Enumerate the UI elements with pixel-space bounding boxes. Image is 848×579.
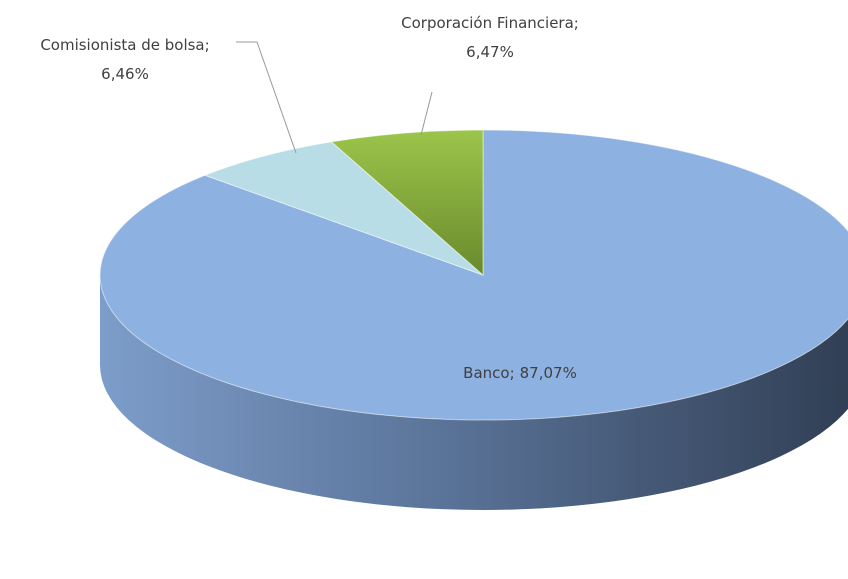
label-category: Comisionista de bolsa bbox=[40, 36, 204, 54]
label-category: Banco bbox=[463, 364, 509, 382]
data-label: Comisionista de bolsa; 6,46% bbox=[40, 36, 209, 83]
label-separator: ; bbox=[574, 14, 579, 32]
leader-line bbox=[420, 91, 433, 136]
data-label: Banco; 87,07% bbox=[463, 364, 577, 382]
pie-side bbox=[100, 275, 848, 510]
pie-slice bbox=[99, 129, 848, 421]
data-label: Corporación Financiera; 6,47% bbox=[401, 14, 579, 61]
label-value: 6,46% bbox=[101, 65, 149, 83]
label-category: Corporación Financiera bbox=[401, 14, 574, 32]
label-value: 87,07% bbox=[520, 364, 577, 382]
leader-line bbox=[236, 41, 297, 154]
label-separator: ; bbox=[205, 36, 210, 54]
label-separator: ; bbox=[510, 364, 515, 382]
pie-slice bbox=[203, 141, 484, 276]
pie-slice bbox=[330, 129, 484, 277]
label-value: 6,47% bbox=[466, 43, 514, 61]
